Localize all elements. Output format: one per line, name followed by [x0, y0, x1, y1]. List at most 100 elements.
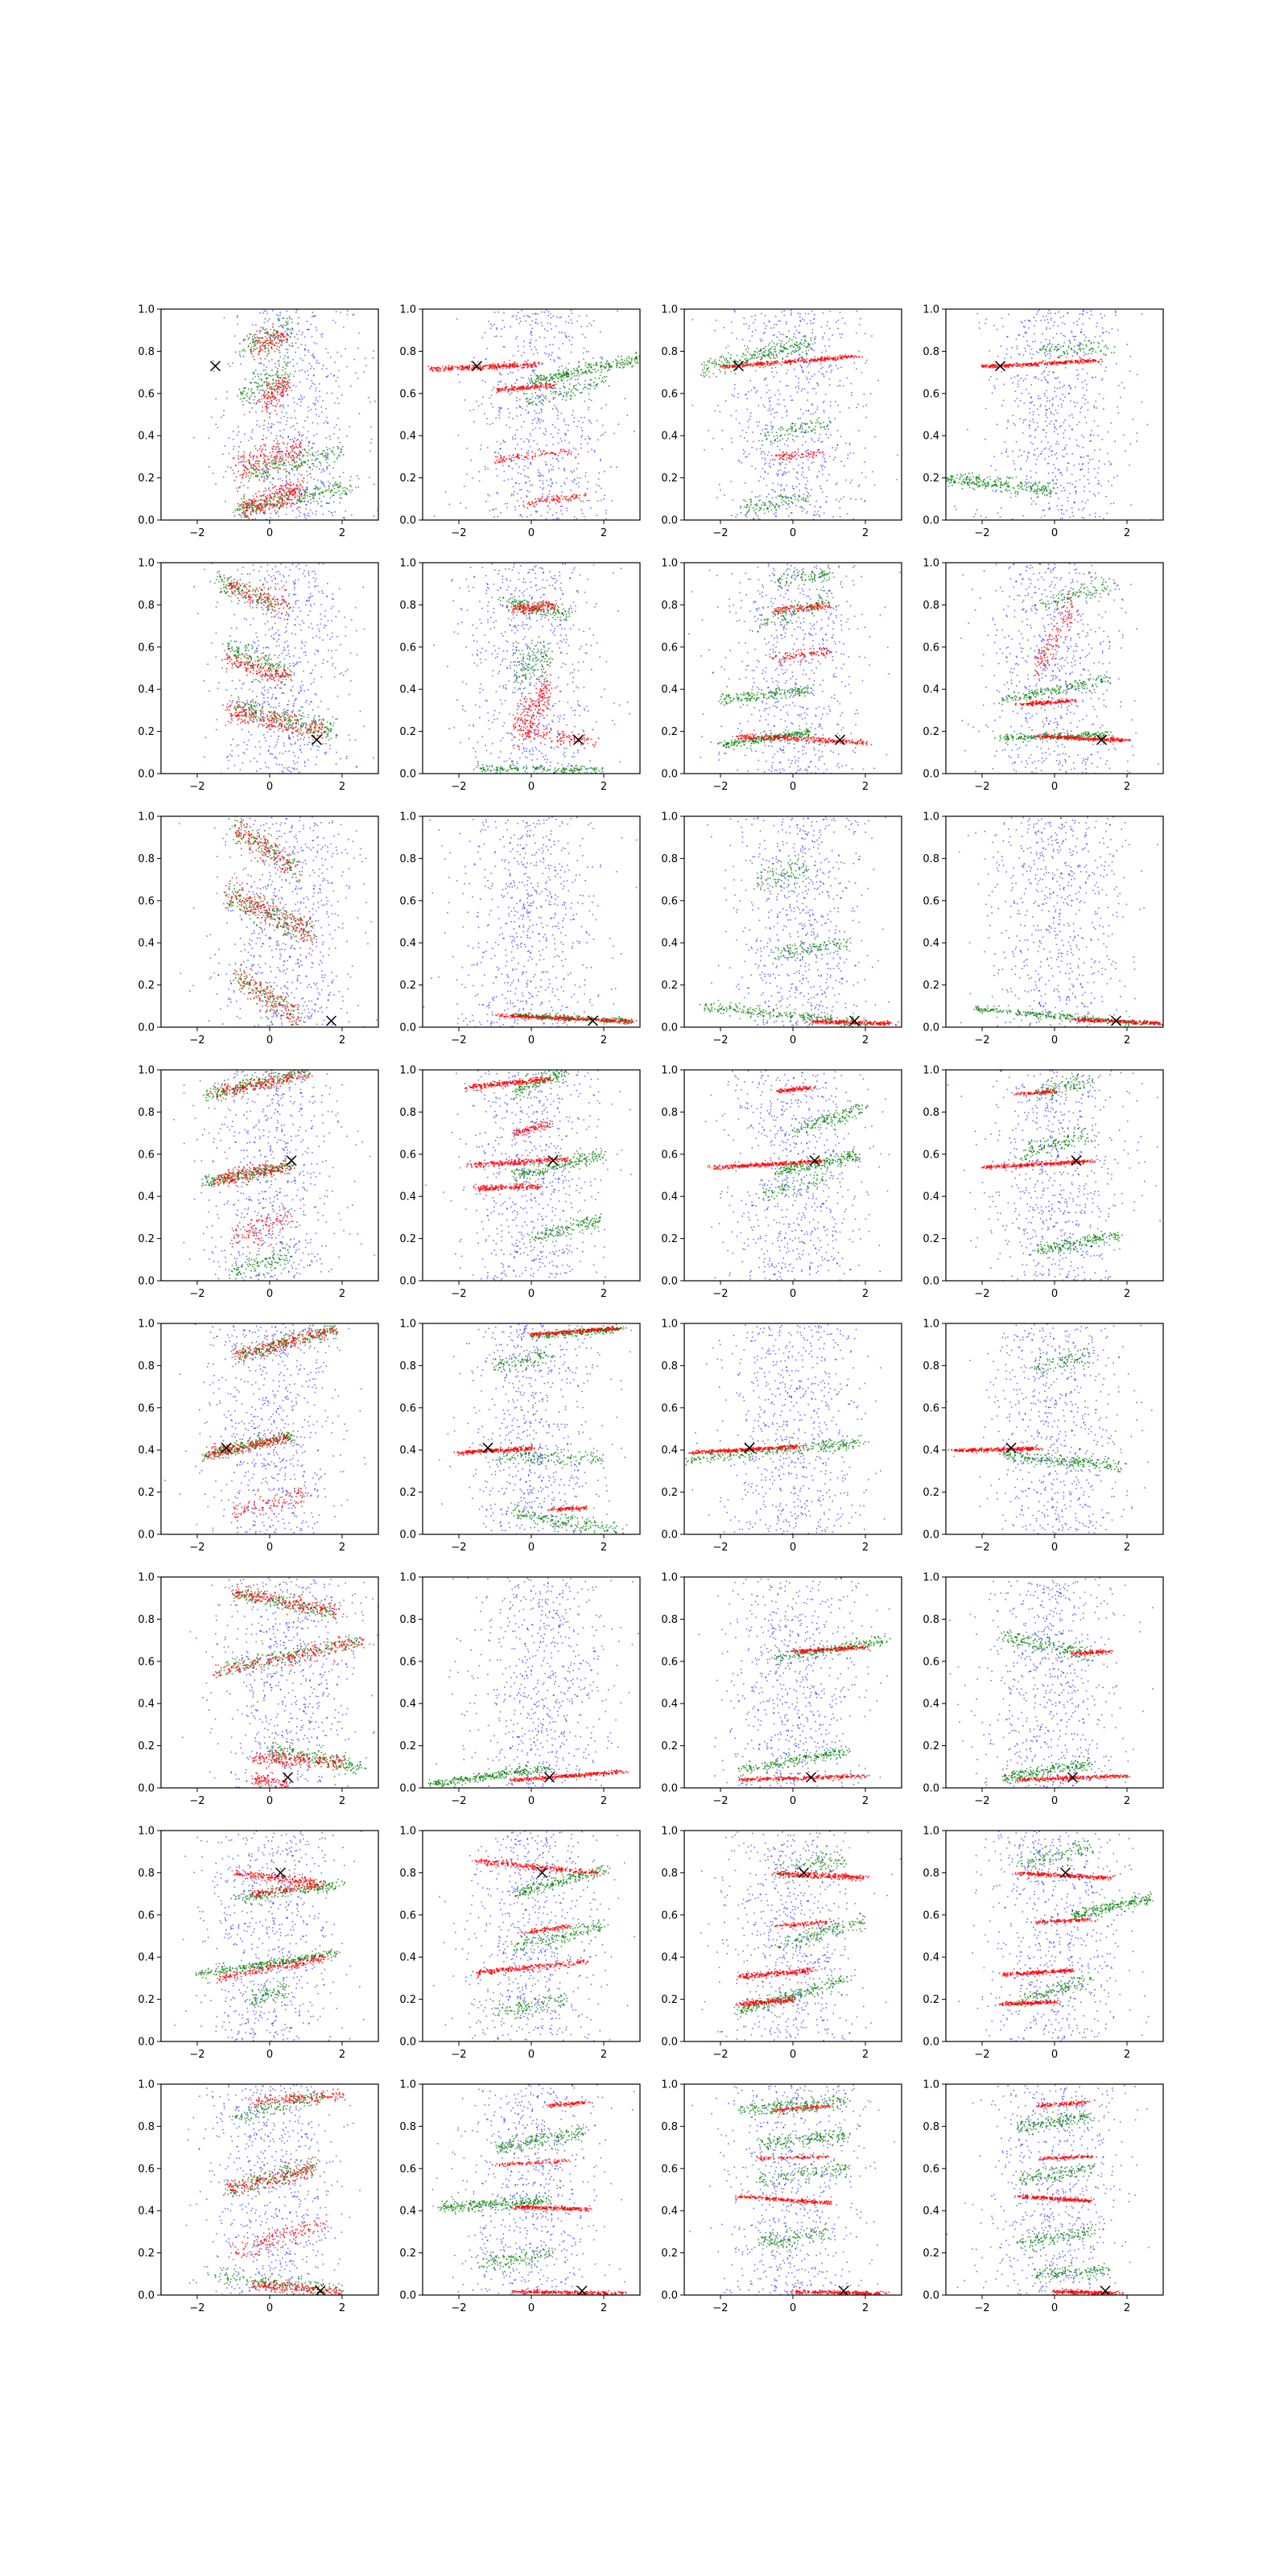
green-point	[247, 475, 250, 477]
blue-point	[818, 514, 820, 516]
red-point	[265, 347, 266, 349]
blue-point	[310, 498, 312, 501]
green-point	[271, 383, 274, 386]
red-point	[286, 470, 288, 473]
red-point	[277, 511, 279, 513]
green-point	[798, 427, 800, 430]
red-point	[238, 514, 240, 516]
red-point	[237, 461, 240, 464]
blue-point	[517, 493, 518, 494]
green-point	[570, 390, 572, 393]
red-point	[514, 389, 515, 390]
blue-point	[581, 434, 584, 436]
green-point	[320, 501, 322, 502]
blue-point	[567, 369, 568, 371]
red-point	[531, 365, 533, 367]
green-point	[261, 473, 262, 476]
blue-point	[526, 476, 528, 477]
blue-point	[541, 394, 543, 395]
green-point	[768, 351, 770, 353]
blue-point	[564, 432, 566, 435]
red-point	[273, 446, 275, 448]
blue-point	[731, 514, 733, 517]
red-point	[512, 389, 514, 390]
green-point	[531, 401, 534, 403]
blue-point	[617, 423, 620, 425]
blue-point	[287, 405, 289, 407]
green-point	[266, 497, 268, 499]
blue-point	[250, 394, 252, 397]
blue-point	[275, 435, 278, 436]
red-point	[267, 471, 269, 473]
blue-point	[353, 313, 355, 316]
blue-point	[509, 359, 510, 361]
green-point	[271, 464, 274, 465]
blue-point	[877, 379, 879, 382]
blue-point	[237, 316, 238, 318]
blue-point	[267, 488, 270, 490]
red-point	[245, 472, 247, 473]
blue-point	[369, 477, 370, 478]
green-point	[636, 361, 638, 362]
red-point	[437, 367, 439, 369]
green-point	[582, 372, 584, 374]
red-point	[263, 481, 265, 482]
green-point	[815, 426, 816, 427]
red-point	[276, 402, 279, 405]
red-point	[299, 454, 301, 456]
blue-point	[316, 359, 318, 361]
blue-point	[770, 466, 771, 469]
red-point	[265, 489, 267, 492]
red-point	[258, 460, 259, 462]
blue-point	[770, 502, 771, 503]
blue-point	[322, 513, 324, 515]
blue-point	[844, 465, 845, 467]
blue-point	[730, 321, 733, 323]
red-point	[269, 336, 271, 339]
green-point	[588, 364, 590, 365]
blue-point	[298, 490, 299, 493]
blue-point	[580, 325, 583, 328]
blue-point	[588, 398, 591, 400]
blue-point	[485, 465, 486, 468]
blue-point	[768, 465, 770, 467]
red-point	[288, 453, 290, 456]
green-point	[766, 361, 768, 363]
blue-point	[307, 369, 308, 372]
blue-point	[281, 454, 283, 456]
green-point	[621, 361, 623, 364]
blue-point	[527, 450, 529, 452]
red-point	[517, 388, 519, 390]
red-point	[434, 367, 436, 369]
green-point	[327, 452, 328, 454]
green-point	[543, 397, 546, 398]
blue-point	[237, 434, 238, 436]
blue-point	[334, 511, 336, 513]
red-point	[239, 474, 242, 476]
blue-point	[514, 382, 516, 384]
green-point	[791, 339, 793, 341]
blue-point	[786, 373, 787, 374]
red-point	[567, 498, 569, 501]
blue-point	[320, 336, 323, 338]
blue-point	[510, 371, 512, 374]
blue-point	[766, 454, 769, 456]
scatter-panel: −2 0 20.00.20.40.60.81.0	[661, 304, 902, 539]
blue-point	[601, 487, 602, 489]
red-point	[275, 456, 277, 458]
blue-point	[568, 424, 569, 427]
blue-point	[307, 349, 309, 351]
blue-point	[844, 442, 847, 444]
green-point	[558, 373, 560, 375]
red-point	[279, 334, 281, 336]
blue-point	[815, 514, 818, 515]
green-point	[779, 349, 781, 351]
red-point	[473, 365, 476, 368]
blue-point	[473, 357, 475, 358]
blue-point	[795, 337, 797, 339]
green-point	[242, 349, 243, 352]
blue-point	[322, 450, 324, 452]
red-point	[586, 499, 588, 502]
green-point	[251, 503, 254, 506]
red-point	[270, 400, 273, 402]
